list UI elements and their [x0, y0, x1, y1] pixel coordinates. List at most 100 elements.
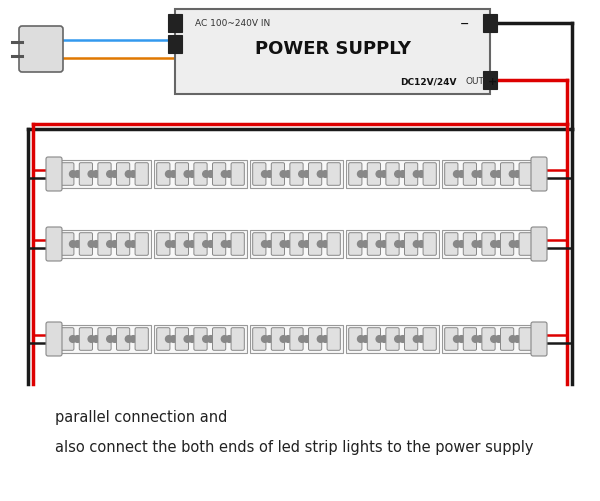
Circle shape: [280, 336, 287, 343]
Circle shape: [130, 336, 137, 343]
Bar: [346, 230, 439, 259]
Circle shape: [376, 241, 383, 248]
Circle shape: [208, 336, 214, 343]
Circle shape: [221, 336, 228, 343]
FancyBboxPatch shape: [327, 233, 340, 256]
FancyBboxPatch shape: [135, 163, 148, 186]
Circle shape: [395, 241, 401, 248]
FancyBboxPatch shape: [308, 233, 322, 256]
Bar: [346, 161, 439, 188]
FancyBboxPatch shape: [194, 328, 207, 351]
Circle shape: [454, 241, 460, 248]
FancyBboxPatch shape: [46, 227, 62, 262]
Circle shape: [166, 336, 172, 343]
Circle shape: [262, 241, 268, 248]
Circle shape: [107, 241, 113, 248]
Circle shape: [74, 241, 81, 248]
FancyBboxPatch shape: [98, 163, 111, 186]
Circle shape: [454, 336, 460, 343]
FancyBboxPatch shape: [519, 233, 532, 256]
Text: POWER SUPPLY: POWER SUPPLY: [254, 41, 410, 59]
FancyBboxPatch shape: [194, 163, 207, 186]
FancyBboxPatch shape: [531, 158, 547, 191]
Circle shape: [317, 336, 324, 343]
FancyBboxPatch shape: [290, 163, 303, 186]
Circle shape: [208, 241, 214, 248]
FancyBboxPatch shape: [386, 328, 399, 351]
FancyBboxPatch shape: [531, 322, 547, 356]
FancyBboxPatch shape: [212, 163, 226, 186]
Bar: [483, 72, 497, 90]
Text: DC12V/24V: DC12V/24V: [400, 77, 457, 86]
FancyBboxPatch shape: [231, 328, 244, 351]
FancyBboxPatch shape: [531, 227, 547, 262]
FancyBboxPatch shape: [367, 163, 380, 186]
Circle shape: [418, 171, 425, 178]
FancyBboxPatch shape: [423, 163, 436, 186]
FancyBboxPatch shape: [308, 163, 322, 186]
Circle shape: [491, 336, 497, 343]
FancyBboxPatch shape: [349, 163, 362, 186]
Circle shape: [496, 241, 502, 248]
FancyBboxPatch shape: [463, 233, 476, 256]
Circle shape: [472, 336, 479, 343]
Circle shape: [509, 171, 516, 178]
Circle shape: [166, 171, 172, 178]
Circle shape: [203, 171, 209, 178]
FancyBboxPatch shape: [386, 233, 399, 256]
FancyBboxPatch shape: [79, 233, 92, 256]
FancyBboxPatch shape: [135, 233, 148, 256]
Circle shape: [170, 336, 177, 343]
FancyBboxPatch shape: [231, 233, 244, 256]
FancyBboxPatch shape: [231, 163, 244, 186]
Circle shape: [304, 336, 310, 343]
FancyBboxPatch shape: [61, 328, 74, 351]
FancyBboxPatch shape: [135, 328, 148, 351]
Circle shape: [381, 171, 388, 178]
Circle shape: [203, 336, 209, 343]
Circle shape: [226, 241, 233, 248]
FancyBboxPatch shape: [61, 163, 74, 186]
Circle shape: [362, 171, 369, 178]
FancyBboxPatch shape: [500, 233, 514, 256]
Circle shape: [88, 171, 95, 178]
FancyBboxPatch shape: [253, 233, 266, 256]
Bar: [58, 161, 151, 188]
FancyBboxPatch shape: [482, 233, 495, 256]
FancyBboxPatch shape: [116, 233, 130, 256]
Circle shape: [70, 171, 76, 178]
Circle shape: [491, 171, 497, 178]
Circle shape: [130, 171, 137, 178]
Circle shape: [413, 171, 420, 178]
FancyBboxPatch shape: [157, 233, 170, 256]
Circle shape: [285, 336, 292, 343]
Circle shape: [112, 241, 118, 248]
FancyBboxPatch shape: [500, 328, 514, 351]
Circle shape: [472, 171, 479, 178]
FancyBboxPatch shape: [445, 328, 458, 351]
FancyBboxPatch shape: [404, 163, 418, 186]
FancyBboxPatch shape: [308, 328, 322, 351]
Circle shape: [112, 171, 118, 178]
Circle shape: [189, 171, 196, 178]
Circle shape: [221, 241, 228, 248]
Circle shape: [266, 336, 273, 343]
Circle shape: [88, 241, 95, 248]
FancyBboxPatch shape: [482, 163, 495, 186]
Circle shape: [304, 171, 310, 178]
Bar: [250, 230, 343, 259]
Circle shape: [107, 336, 113, 343]
Circle shape: [74, 336, 81, 343]
FancyBboxPatch shape: [386, 163, 399, 186]
Circle shape: [184, 336, 191, 343]
Circle shape: [458, 336, 465, 343]
FancyBboxPatch shape: [463, 163, 476, 186]
Circle shape: [266, 171, 273, 178]
Circle shape: [362, 241, 369, 248]
Text: −: −: [460, 19, 469, 29]
Bar: [58, 230, 151, 259]
Circle shape: [395, 336, 401, 343]
Circle shape: [400, 241, 406, 248]
Circle shape: [395, 171, 401, 178]
FancyBboxPatch shape: [290, 233, 303, 256]
